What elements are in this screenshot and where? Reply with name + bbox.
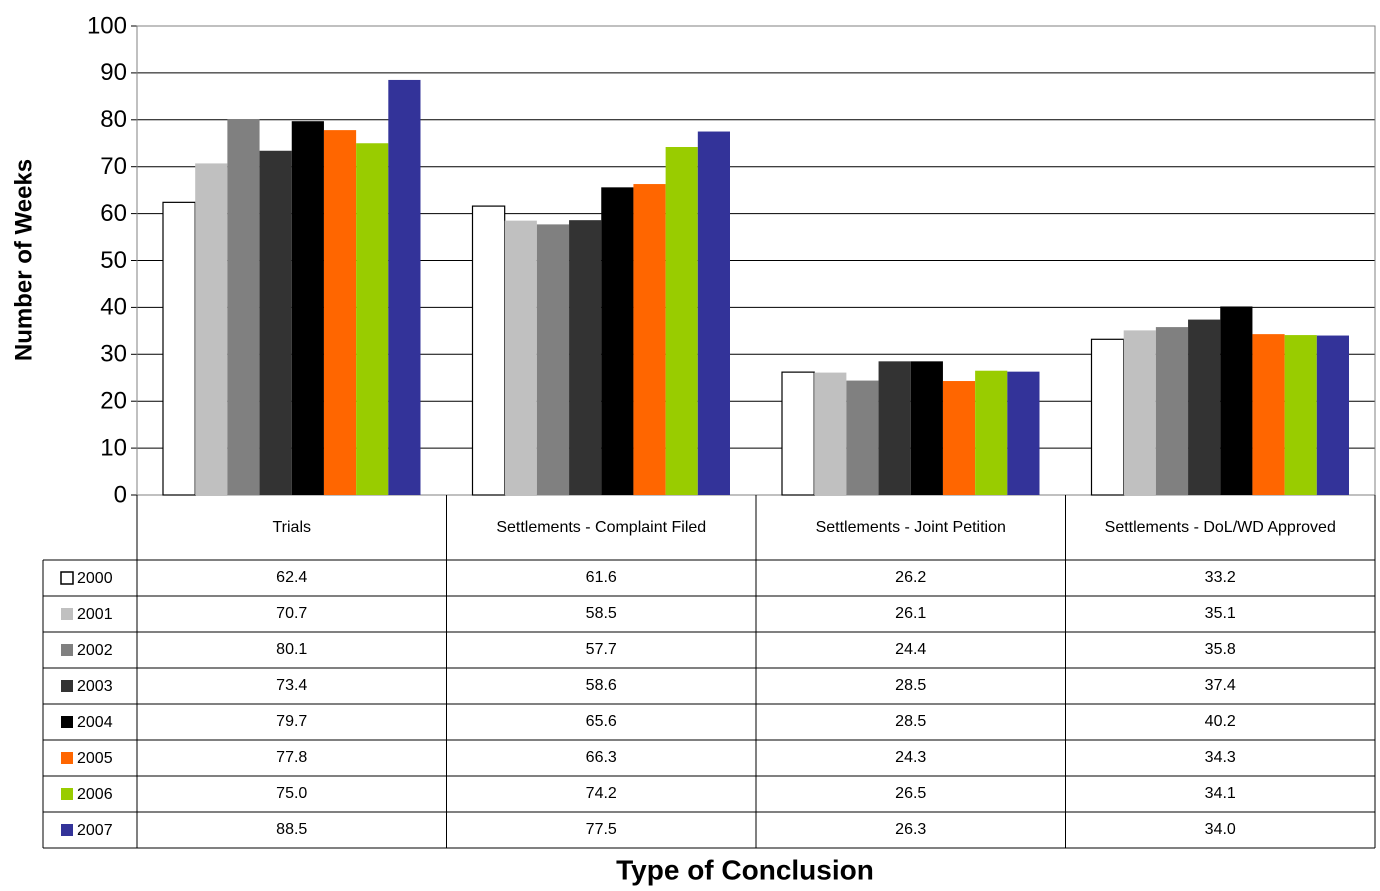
table-value: 58.5 xyxy=(586,605,617,622)
y-axis-label: Number of Weeks xyxy=(10,159,37,361)
table-value: 70.7 xyxy=(276,605,307,622)
y-tick-label: 0 xyxy=(114,481,127,508)
bar xyxy=(1188,319,1221,495)
table-value: 73.4 xyxy=(276,677,307,694)
bar xyxy=(601,187,634,495)
table-value: 34.3 xyxy=(1205,749,1236,766)
legend-label: 2005 xyxy=(77,750,113,767)
legend-swatch xyxy=(61,752,73,764)
x-tick-label: Settlements - Joint Petition xyxy=(815,518,1006,536)
table-value: 24.4 xyxy=(895,641,926,658)
bar xyxy=(1090,338,1125,496)
bar xyxy=(356,143,389,495)
table-value: 26.3 xyxy=(895,821,926,838)
bar xyxy=(910,361,943,495)
y-tick-label: 30 xyxy=(100,341,127,368)
bar xyxy=(1220,306,1253,495)
table-value: 61.6 xyxy=(586,569,617,586)
bar xyxy=(1316,335,1349,495)
table-value: 26.1 xyxy=(895,605,926,622)
legend-label: 2001 xyxy=(77,606,113,623)
table-value: 35.8 xyxy=(1205,641,1236,658)
legend-label: 2003 xyxy=(77,678,113,695)
x-tick-label: Settlements - Complaint Filed xyxy=(496,518,707,536)
legend-label: 2002 xyxy=(77,642,113,659)
table-value: 75.0 xyxy=(276,785,307,802)
bar xyxy=(1252,334,1285,495)
table-value: 80.1 xyxy=(276,641,307,658)
bar xyxy=(1155,327,1189,495)
y-tick-label: 60 xyxy=(100,200,127,227)
bar xyxy=(878,361,911,495)
y-tick-label: 100 xyxy=(87,12,127,39)
table-value: 34.0 xyxy=(1205,821,1236,838)
x-tick-label: Settlements - DoL/WD Approved xyxy=(1104,518,1336,536)
bar xyxy=(975,370,1008,495)
bar xyxy=(1123,330,1156,495)
bar xyxy=(846,380,879,495)
y-tick-label: 90 xyxy=(100,59,127,86)
table-value: 28.5 xyxy=(895,677,926,694)
table-value: 58.6 xyxy=(586,677,617,694)
table-value: 62.4 xyxy=(276,569,307,586)
bar xyxy=(471,205,506,496)
legend-label: 2006 xyxy=(77,786,113,803)
bar xyxy=(697,131,730,495)
table-value: 77.5 xyxy=(586,821,617,838)
bar xyxy=(569,220,602,495)
bar xyxy=(162,201,196,496)
legend-swatch xyxy=(61,824,73,836)
bar xyxy=(227,119,260,496)
bar xyxy=(814,372,847,495)
bar xyxy=(195,163,228,496)
bar xyxy=(259,150,292,495)
table-value: 57.7 xyxy=(586,641,617,658)
bar xyxy=(665,147,698,495)
legend-label: 2000 xyxy=(77,570,113,587)
bar xyxy=(781,371,815,496)
bar xyxy=(1007,371,1040,495)
table-value: 77.8 xyxy=(276,749,307,766)
table-value: 26.5 xyxy=(895,785,926,802)
table-value: 74.2 xyxy=(586,785,617,802)
table-value: 66.3 xyxy=(586,749,617,766)
legend-swatch xyxy=(61,680,73,692)
table-value: 26.2 xyxy=(895,569,926,586)
table-value: 40.2 xyxy=(1205,713,1236,730)
x-tick-label: Trials xyxy=(272,518,311,536)
legend-swatch xyxy=(61,788,73,800)
bar xyxy=(536,224,570,495)
y-tick-label: 50 xyxy=(100,247,127,274)
bar xyxy=(504,220,537,495)
legend-swatch xyxy=(60,571,74,585)
table-value: 33.2 xyxy=(1205,569,1236,586)
x-axis-label: Type of Conclusion xyxy=(616,854,874,885)
bar xyxy=(323,130,357,496)
y-tick-label: 20 xyxy=(100,388,127,415)
table-value: 37.4 xyxy=(1205,677,1236,694)
bar xyxy=(633,184,666,496)
legend-swatch xyxy=(61,608,73,620)
y-tick-label: 10 xyxy=(100,434,127,461)
legend-swatch xyxy=(61,644,73,656)
table-value: 24.3 xyxy=(895,749,926,766)
y-tick-label: 80 xyxy=(100,106,127,133)
y-tick-label: 40 xyxy=(100,294,127,321)
table-value: 65.6 xyxy=(586,713,617,730)
legend-label: 2007 xyxy=(77,822,113,839)
legend-label: 2004 xyxy=(77,714,113,731)
table-value: 88.5 xyxy=(276,821,307,838)
bar xyxy=(942,381,976,495)
legend-swatch xyxy=(61,716,73,728)
bar xyxy=(388,79,421,495)
table-value: 79.7 xyxy=(276,713,307,730)
bar xyxy=(1284,335,1317,495)
table-value: 34.1 xyxy=(1205,785,1236,802)
y-tick-label: 70 xyxy=(100,153,127,180)
bar xyxy=(291,121,324,495)
table-value: 35.1 xyxy=(1205,605,1236,622)
table-value: 28.5 xyxy=(895,713,926,730)
